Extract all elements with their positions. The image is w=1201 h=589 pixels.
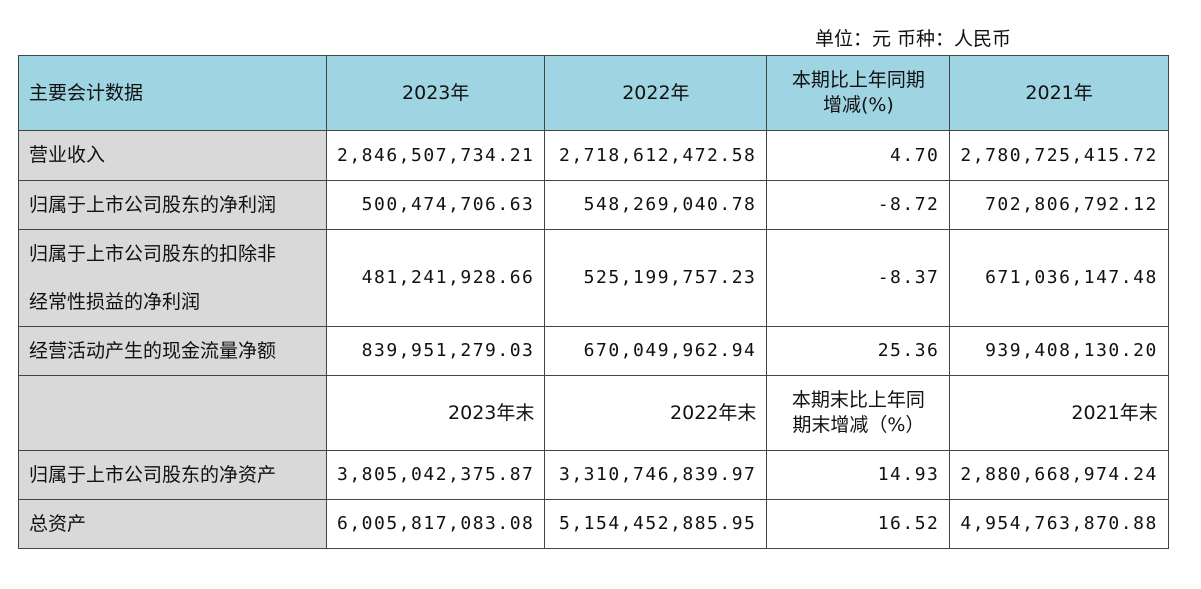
value-cell: 3,805,042,375.87 <box>325 450 546 500</box>
row-label: 归属于上市公司股东的净利润 <box>18 180 327 230</box>
value-cell: 548,269,040.78 <box>544 180 768 230</box>
value-cell: 500,474,706.63 <box>325 180 546 230</box>
subheader-cell: 2021年末 <box>949 375 1169 451</box>
value-cell: -8.37 <box>766 229 951 327</box>
value-cell: -8.72 <box>766 180 951 230</box>
value-cell: 14.93 <box>766 450 951 500</box>
subheader-cell: 2022年末 <box>544 375 768 451</box>
value-cell: 3,310,746,839.97 <box>544 450 768 500</box>
header-cell: 主要会计数据 <box>18 55 327 131</box>
data-row: 经营活动产生的现金流量净额 839,951,279.03 670,049,962.9… <box>18 326 1169 376</box>
empty-cell <box>18 375 327 451</box>
data-row: 归属于上市公司股东的净资产 3,805,042,375.87 3,310,746,8… <box>18 450 1169 500</box>
row-label: 经营活动产生的现金流量净额 <box>18 326 327 376</box>
data-row: 归属于上市公司股东的扣除非经常性损益的净利润 481,241,928.66 525,… <box>18 229 1169 327</box>
value-cell: 5,154,452,885.95 <box>544 499 768 549</box>
row-label-text: 归属于上市公司股东的扣除非经常性损益的净利润 <box>29 243 277 313</box>
value-cell: 702,806,792.12 <box>949 180 1169 230</box>
value-cell: 4,954,763,870.88 <box>949 499 1169 549</box>
row-label: 总资产 <box>18 499 327 549</box>
value-cell: 16.52 <box>766 499 951 549</box>
value-cell: 2,880,668,974.24 <box>949 450 1169 500</box>
row-label: 归属于上市公司股东的扣除非经常性损益的净利润 <box>18 229 327 327</box>
value-cell: 939,408,130.20 <box>949 326 1169 376</box>
subheader-row: 2023年末 2022年末 本期末比上年同期末增减（%） 2021年末 <box>18 375 1169 451</box>
data-row: 总资产 6,005,817,083.08 5,154,452,885.95 16.52… <box>18 499 1169 549</box>
value-cell: 6,005,817,083.08 <box>325 499 546 549</box>
financial-table: 主要会计数据 2023年 2022年 本期比上年同期增减(%) 2021年 营业收入 2,8… <box>18 55 1169 549</box>
data-row: 归属于上市公司股东的净利润 500,474,706.63 548,269,040.7… <box>18 180 1169 230</box>
row-label: 营业收入 <box>18 130 327 181</box>
header-cell: 2022年 <box>544 55 768 131</box>
subheader-cell: 本期末比上年同期末增减（%） <box>766 375 951 451</box>
value-cell: 2,780,725,415.72 <box>949 130 1169 181</box>
data-row: 营业收入 2,846,507,734.21 2,718,612,472.58 4.70… <box>18 130 1169 181</box>
subheader-cell-text: 本期末比上年同期末增减（%） <box>791 389 925 436</box>
value-cell: 2,718,612,472.58 <box>544 130 768 181</box>
header-row: 主要会计数据 2023年 2022年 本期比上年同期增减(%) 2021年 <box>18 55 1169 131</box>
header-cell: 本期比上年同期增减(%) <box>766 55 951 131</box>
value-cell: 671,036,147.48 <box>949 229 1169 327</box>
subheader-cell: 2023年末 <box>325 375 546 451</box>
value-cell: 481,241,928.66 <box>325 229 546 327</box>
value-cell: 525,199,757.23 <box>544 229 768 327</box>
header-cell: 2023年 <box>325 55 546 131</box>
row-label: 归属于上市公司股东的净资产 <box>18 450 327 500</box>
value-cell: 4.70 <box>766 130 951 181</box>
value-cell: 670,049,962.94 <box>544 326 768 376</box>
value-cell: 2,846,507,734.21 <box>325 130 546 181</box>
header-cell-text: 本期比上年同期增减(%) <box>791 69 925 116</box>
header-cell: 2021年 <box>949 55 1169 131</box>
value-cell: 25.36 <box>766 326 951 376</box>
value-cell: 839,951,279.03 <box>325 326 546 376</box>
unit-note: 单位：元 币种：人民币 <box>815 28 1012 50</box>
